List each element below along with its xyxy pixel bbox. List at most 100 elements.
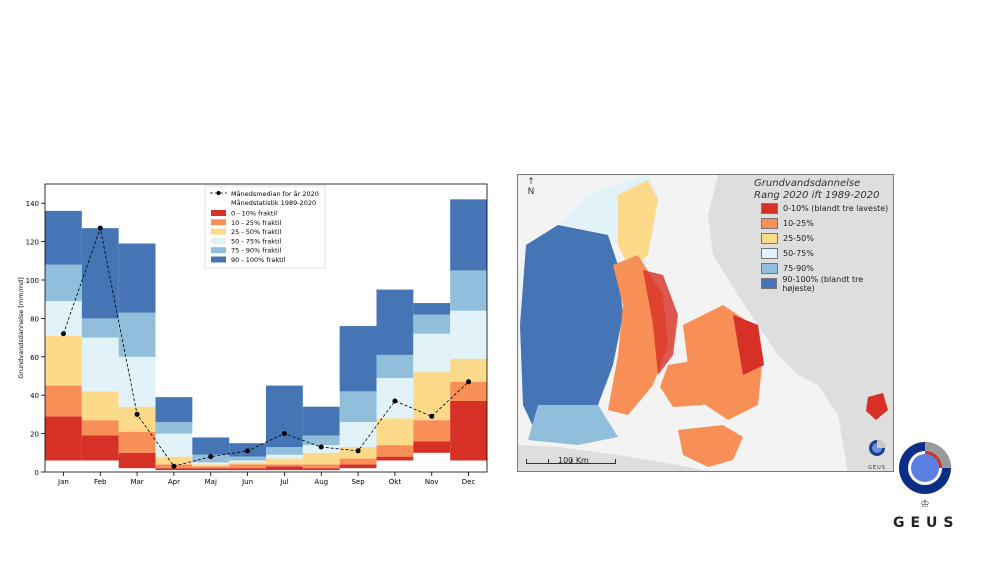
map-legend-label: 0-10% (blandt tre laveste) xyxy=(783,204,889,213)
band-bar xyxy=(266,458,303,465)
map-title: Grundvandsdannelse Rang 2020 ift 1989-20… xyxy=(754,178,879,202)
legend-band-swatch xyxy=(211,237,226,244)
band-bar xyxy=(339,326,377,392)
band-bar xyxy=(450,310,487,359)
band-bar xyxy=(266,385,303,448)
band-bar xyxy=(229,460,266,463)
band-bar xyxy=(118,312,156,357)
legend-median-marker xyxy=(216,191,221,195)
legend-stats-title: Månedstatistik 1989-2020 xyxy=(231,198,316,207)
north-arrow-icon: ↑ N xyxy=(527,177,535,197)
median-point xyxy=(60,331,66,337)
band-bar xyxy=(45,416,82,461)
median-point xyxy=(208,454,214,460)
map-legend: 0-10% (blandt tre laveste) 10-25% 25-50%… xyxy=(761,202,893,293)
band-bar xyxy=(229,462,266,465)
band-bar xyxy=(413,333,451,373)
x-tick-label: Jan xyxy=(57,478,69,486)
band-bar xyxy=(229,456,266,461)
map-legend-item: 25-50% xyxy=(761,232,893,245)
plot-frame xyxy=(44,183,488,473)
band-bar xyxy=(376,418,414,446)
legend-swatch xyxy=(761,278,778,289)
legend-band-swatch xyxy=(211,210,226,216)
map-legend-item: 50-75% xyxy=(761,247,893,260)
legend-band-swatch xyxy=(211,247,226,254)
legend-band-swatch xyxy=(211,219,226,226)
band-bar xyxy=(376,289,414,355)
legend-band-swatch xyxy=(211,256,226,263)
map-legend-label: 10-25% xyxy=(783,219,814,228)
jutland-west xyxy=(520,220,623,437)
median-point xyxy=(134,411,140,417)
north-label: N xyxy=(527,187,535,197)
band-bar xyxy=(302,464,340,469)
jutland-south xyxy=(528,405,618,445)
legend-band-label: 90 - 100% fraktil xyxy=(231,256,285,264)
band-bar xyxy=(155,422,193,434)
geus-mini-logo: GEUS xyxy=(866,439,888,471)
band-bar xyxy=(376,456,414,461)
band-bar xyxy=(81,318,119,338)
legend-band-label: 50 - 75% fraktil xyxy=(231,237,281,245)
band-bar xyxy=(266,447,303,455)
median-point xyxy=(318,444,324,450)
median-point xyxy=(245,448,251,454)
y-tick-label: 80 xyxy=(30,315,39,323)
band-bar xyxy=(302,435,340,446)
scale-label: 100 Km xyxy=(558,456,589,465)
legend-swatch xyxy=(761,218,778,229)
legend-swatch xyxy=(761,203,778,214)
legend-swatch xyxy=(761,233,778,244)
band-bar xyxy=(192,464,230,467)
map-title-line2: Rang 2020 ift 1989-2020 xyxy=(754,190,880,201)
groundwater-recharge-chart: 0 20 40 60 80 100 120 140 Jan Feb Mar Apr Maj Jun Jul A… xyxy=(17,183,488,486)
y-axis-label: Grundvandsdannelse [mm/md] xyxy=(17,277,25,379)
zealand-east xyxy=(733,315,764,375)
band-bar xyxy=(376,377,414,419)
scale-tick xyxy=(526,459,527,464)
band-bar xyxy=(413,441,451,453)
band-bar xyxy=(45,335,82,386)
chart-legend xyxy=(204,185,326,269)
y-tick-label: 140 xyxy=(26,200,39,208)
band-bar xyxy=(118,243,156,313)
band-bar xyxy=(266,464,303,467)
y-tick-label: 120 xyxy=(26,239,39,247)
denmark-map-shapes xyxy=(518,175,893,471)
band-bar xyxy=(450,358,487,382)
germany-land xyxy=(518,445,708,471)
x-tick-label: Dec xyxy=(462,478,476,486)
band-bar xyxy=(81,420,119,436)
band-bar xyxy=(118,356,156,407)
band-bar xyxy=(229,468,266,471)
band-bar xyxy=(413,303,451,315)
band-bar xyxy=(413,420,451,442)
scale-tick xyxy=(571,459,572,464)
map-legend-item: 0-10% (blandt tre laveste) xyxy=(761,202,893,215)
band-bar xyxy=(81,337,119,392)
band-bar xyxy=(155,468,193,471)
legend-median-label: Månedsmedian for år 2020 xyxy=(231,189,319,198)
band-bar xyxy=(450,270,487,311)
band-bar xyxy=(192,466,230,469)
legend-band-label: 25 - 50% fraktil xyxy=(231,228,281,236)
band-bar xyxy=(192,468,230,471)
band-bar xyxy=(450,199,487,271)
band-bar xyxy=(266,466,303,471)
y-tick-label: 20 xyxy=(30,431,39,439)
band-bar xyxy=(339,464,377,469)
y-tick-label: 0 xyxy=(35,469,39,477)
band-bar xyxy=(81,228,119,319)
band-bar xyxy=(155,397,193,423)
band-bar xyxy=(118,452,156,469)
band-bar xyxy=(339,391,377,423)
geus-logo-text: GEUS xyxy=(893,515,960,531)
band-bar xyxy=(45,301,82,336)
map-title-line1: Grundvandsdannelse xyxy=(754,178,861,189)
band-bar xyxy=(376,354,414,378)
band-bar xyxy=(302,406,340,436)
band-bar xyxy=(450,400,487,461)
map-legend-label: 75-90% xyxy=(783,264,814,273)
plot-area: 0 20 40 60 80 100 120 140 Jan Feb Mar Apr Maj Jun Jul A… xyxy=(17,183,488,486)
